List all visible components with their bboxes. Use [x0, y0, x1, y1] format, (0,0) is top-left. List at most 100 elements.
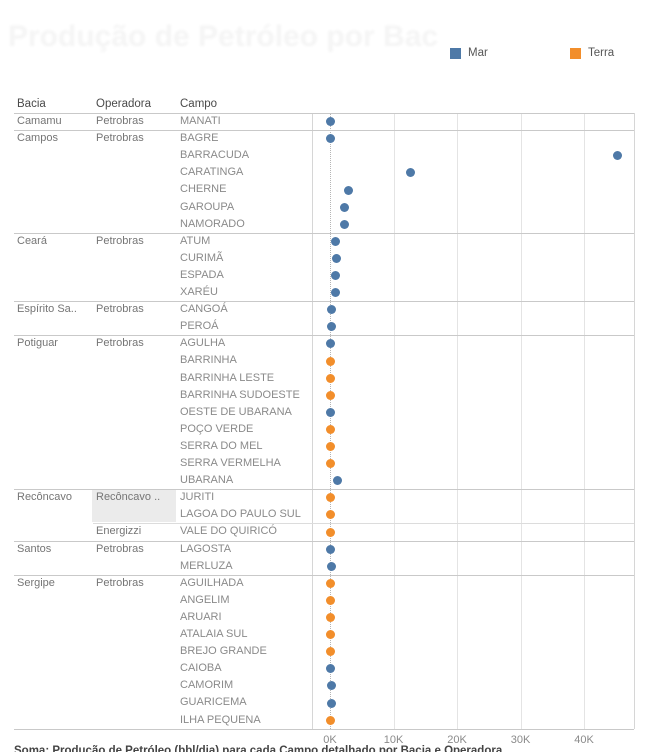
operadora-label[interactable]: Petrobras [96, 115, 144, 127]
operadora-label[interactable]: Petrobras [96, 576, 144, 589]
bacia-label[interactable]: Santos [17, 542, 52, 555]
campo-label[interactable]: NAMORADO [180, 217, 245, 230]
terra-dot[interactable] [325, 373, 335, 383]
operadora-label[interactable]: Petrobras [96, 234, 144, 247]
terra-dot[interactable] [325, 459, 335, 469]
bacia-label[interactable]: Recôncavo [17, 491, 73, 504]
campo-label[interactable]: OESTE DE UBARANA [180, 405, 292, 418]
campo-label[interactable]: AGULHA [180, 337, 226, 350]
mar-dot[interactable] [331, 253, 341, 263]
bacia-label[interactable]: Camamu [17, 115, 62, 127]
terra-dot[interactable] [325, 613, 335, 622]
legend-item-mar[interactable]: Mar [450, 44, 488, 62]
operadora-label[interactable]: Petrobras [96, 337, 144, 350]
campo-label[interactable]: BARRINHA LESTE [180, 371, 275, 384]
campo-label[interactable]: JURITI [180, 491, 215, 504]
campo-label[interactable]: LAGOA DO PAULO SUL [180, 508, 301, 521]
campo-label[interactable]: ARUARI [180, 610, 222, 623]
operadora-label[interactable]: Petrobras [96, 303, 144, 316]
campo-label[interactable]: SERRA VERMELHA [180, 457, 281, 469]
x-axis-tick-20K: 20K [447, 734, 467, 746]
terra-dot[interactable] [325, 356, 335, 366]
operadora-label[interactable]: Recôncavo .. [96, 491, 161, 504]
bacia-label[interactable]: Ceará [17, 234, 47, 247]
mar-dot[interactable] [331, 288, 341, 298]
campo-label[interactable]: CHERNE [180, 183, 227, 196]
campo-label[interactable]: CAIOBA [180, 662, 222, 675]
terra-dot[interactable] [325, 510, 335, 520]
bacia-label[interactable]: Sergipe [17, 576, 55, 589]
campo-label[interactable]: GUARICEMA [180, 696, 247, 709]
campo-label[interactable]: BARRINHA SUDOESTE [180, 388, 300, 401]
group-separator [14, 540, 634, 542]
mar-dot[interactable] [340, 219, 350, 229]
x-axis-tick-30K: 30K [510, 734, 531, 746]
bacia-label[interactable]: Potiguar [17, 337, 58, 350]
mar-dot[interactable] [331, 270, 341, 280]
campo-label[interactable]: ANGELIM [180, 593, 230, 606]
campo-label[interactable]: CURIMÃ [180, 251, 224, 264]
campo-label[interactable]: POÇO VERDE [180, 422, 254, 435]
mar-dot[interactable] [612, 151, 622, 161]
campo-label[interactable]: BARRACUDA [180, 149, 250, 162]
operadora-label[interactable]: Petrobras [96, 132, 144, 145]
group-separator [14, 130, 634, 132]
mar-dot[interactable] [326, 407, 336, 417]
mar-dot[interactable] [326, 339, 336, 349]
mar-dot[interactable] [327, 698, 337, 708]
column-header-operadora[interactable]: Operadora [96, 98, 151, 110]
campo-label[interactable]: CARATINGA [180, 166, 244, 179]
campo-label[interactable]: MERLUZA [180, 559, 233, 572]
mar-dot[interactable] [333, 476, 343, 486]
terra-dot[interactable] [325, 527, 335, 537]
column-header-bacia[interactable]: Bacia [17, 98, 46, 110]
campo-label[interactable]: ATALAIA SUL [180, 628, 248, 640]
terra-dot[interactable] [325, 442, 335, 451]
campo-label[interactable]: CANGOÁ [180, 303, 228, 316]
campo-label[interactable]: ILHA PEQUENA [180, 713, 261, 726]
campo-label[interactable]: AGUILHADA [180, 576, 244, 589]
campo-label[interactable]: UBARANA [180, 474, 234, 487]
chart-right-border [634, 113, 635, 729]
campo-label[interactable]: ATUM [180, 234, 211, 247]
terra-dot[interactable] [325, 630, 335, 639]
mar-dot[interactable] [325, 134, 335, 144]
operadora-label[interactable]: Petrobras [96, 542, 144, 555]
campo-label[interactable]: CAMORIM [180, 679, 234, 692]
terra-dot[interactable] [325, 647, 335, 657]
campo-label[interactable]: BREJO GRANDE [180, 645, 267, 658]
mar-dot[interactable] [405, 168, 415, 178]
operadora-label[interactable]: Energizzi [96, 525, 142, 538]
terra-dot[interactable] [325, 390, 335, 400]
mar-dot[interactable] [326, 561, 336, 571]
terra-dot[interactable] [325, 595, 335, 605]
bacia-label[interactable]: Campos [17, 132, 58, 145]
mar-dot[interactable] [340, 202, 350, 212]
terra-dot[interactable] [325, 715, 335, 725]
campo-label[interactable]: BAGRE [180, 132, 219, 145]
terra-dot[interactable] [325, 424, 335, 434]
mar-dot[interactable] [343, 185, 353, 195]
campo-label[interactable]: GAROUPA [180, 200, 235, 213]
gridline-40K [584, 113, 585, 729]
terra-dot[interactable] [325, 578, 335, 588]
mar-dot[interactable] [327, 681, 337, 691]
legend-item-terra[interactable]: Terra [570, 44, 614, 62]
campo-label[interactable]: PEROÁ [180, 320, 219, 333]
mar-dot[interactable] [331, 236, 341, 246]
column-header-campo[interactable]: Campo [180, 98, 218, 110]
campo-label[interactable]: ESPADA [180, 268, 224, 281]
terra-dot[interactable] [325, 493, 335, 503]
campo-label[interactable]: XARÉU [180, 286, 218, 298]
mar-dot[interactable] [327, 322, 337, 332]
campo-label[interactable]: BARRINHA [180, 354, 237, 367]
campo-label[interactable]: VALE DO QUIRICÓ [180, 525, 277, 538]
mar-dot[interactable] [326, 544, 336, 554]
campo-label[interactable]: LAGOSTA [180, 542, 232, 555]
mar-dot[interactable] [325, 117, 335, 126]
mar-dot[interactable] [326, 664, 336, 674]
bacia-label[interactable]: Espírito Sa.. [17, 303, 77, 316]
campo-label[interactable]: MANATI [180, 115, 221, 127]
mar-dot[interactable] [326, 305, 336, 315]
campo-label[interactable]: SERRA DO MEL [180, 439, 263, 452]
